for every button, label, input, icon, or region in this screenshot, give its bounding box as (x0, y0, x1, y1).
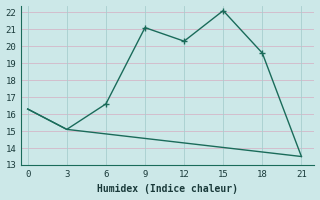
X-axis label: Humidex (Indice chaleur): Humidex (Indice chaleur) (97, 184, 238, 194)
